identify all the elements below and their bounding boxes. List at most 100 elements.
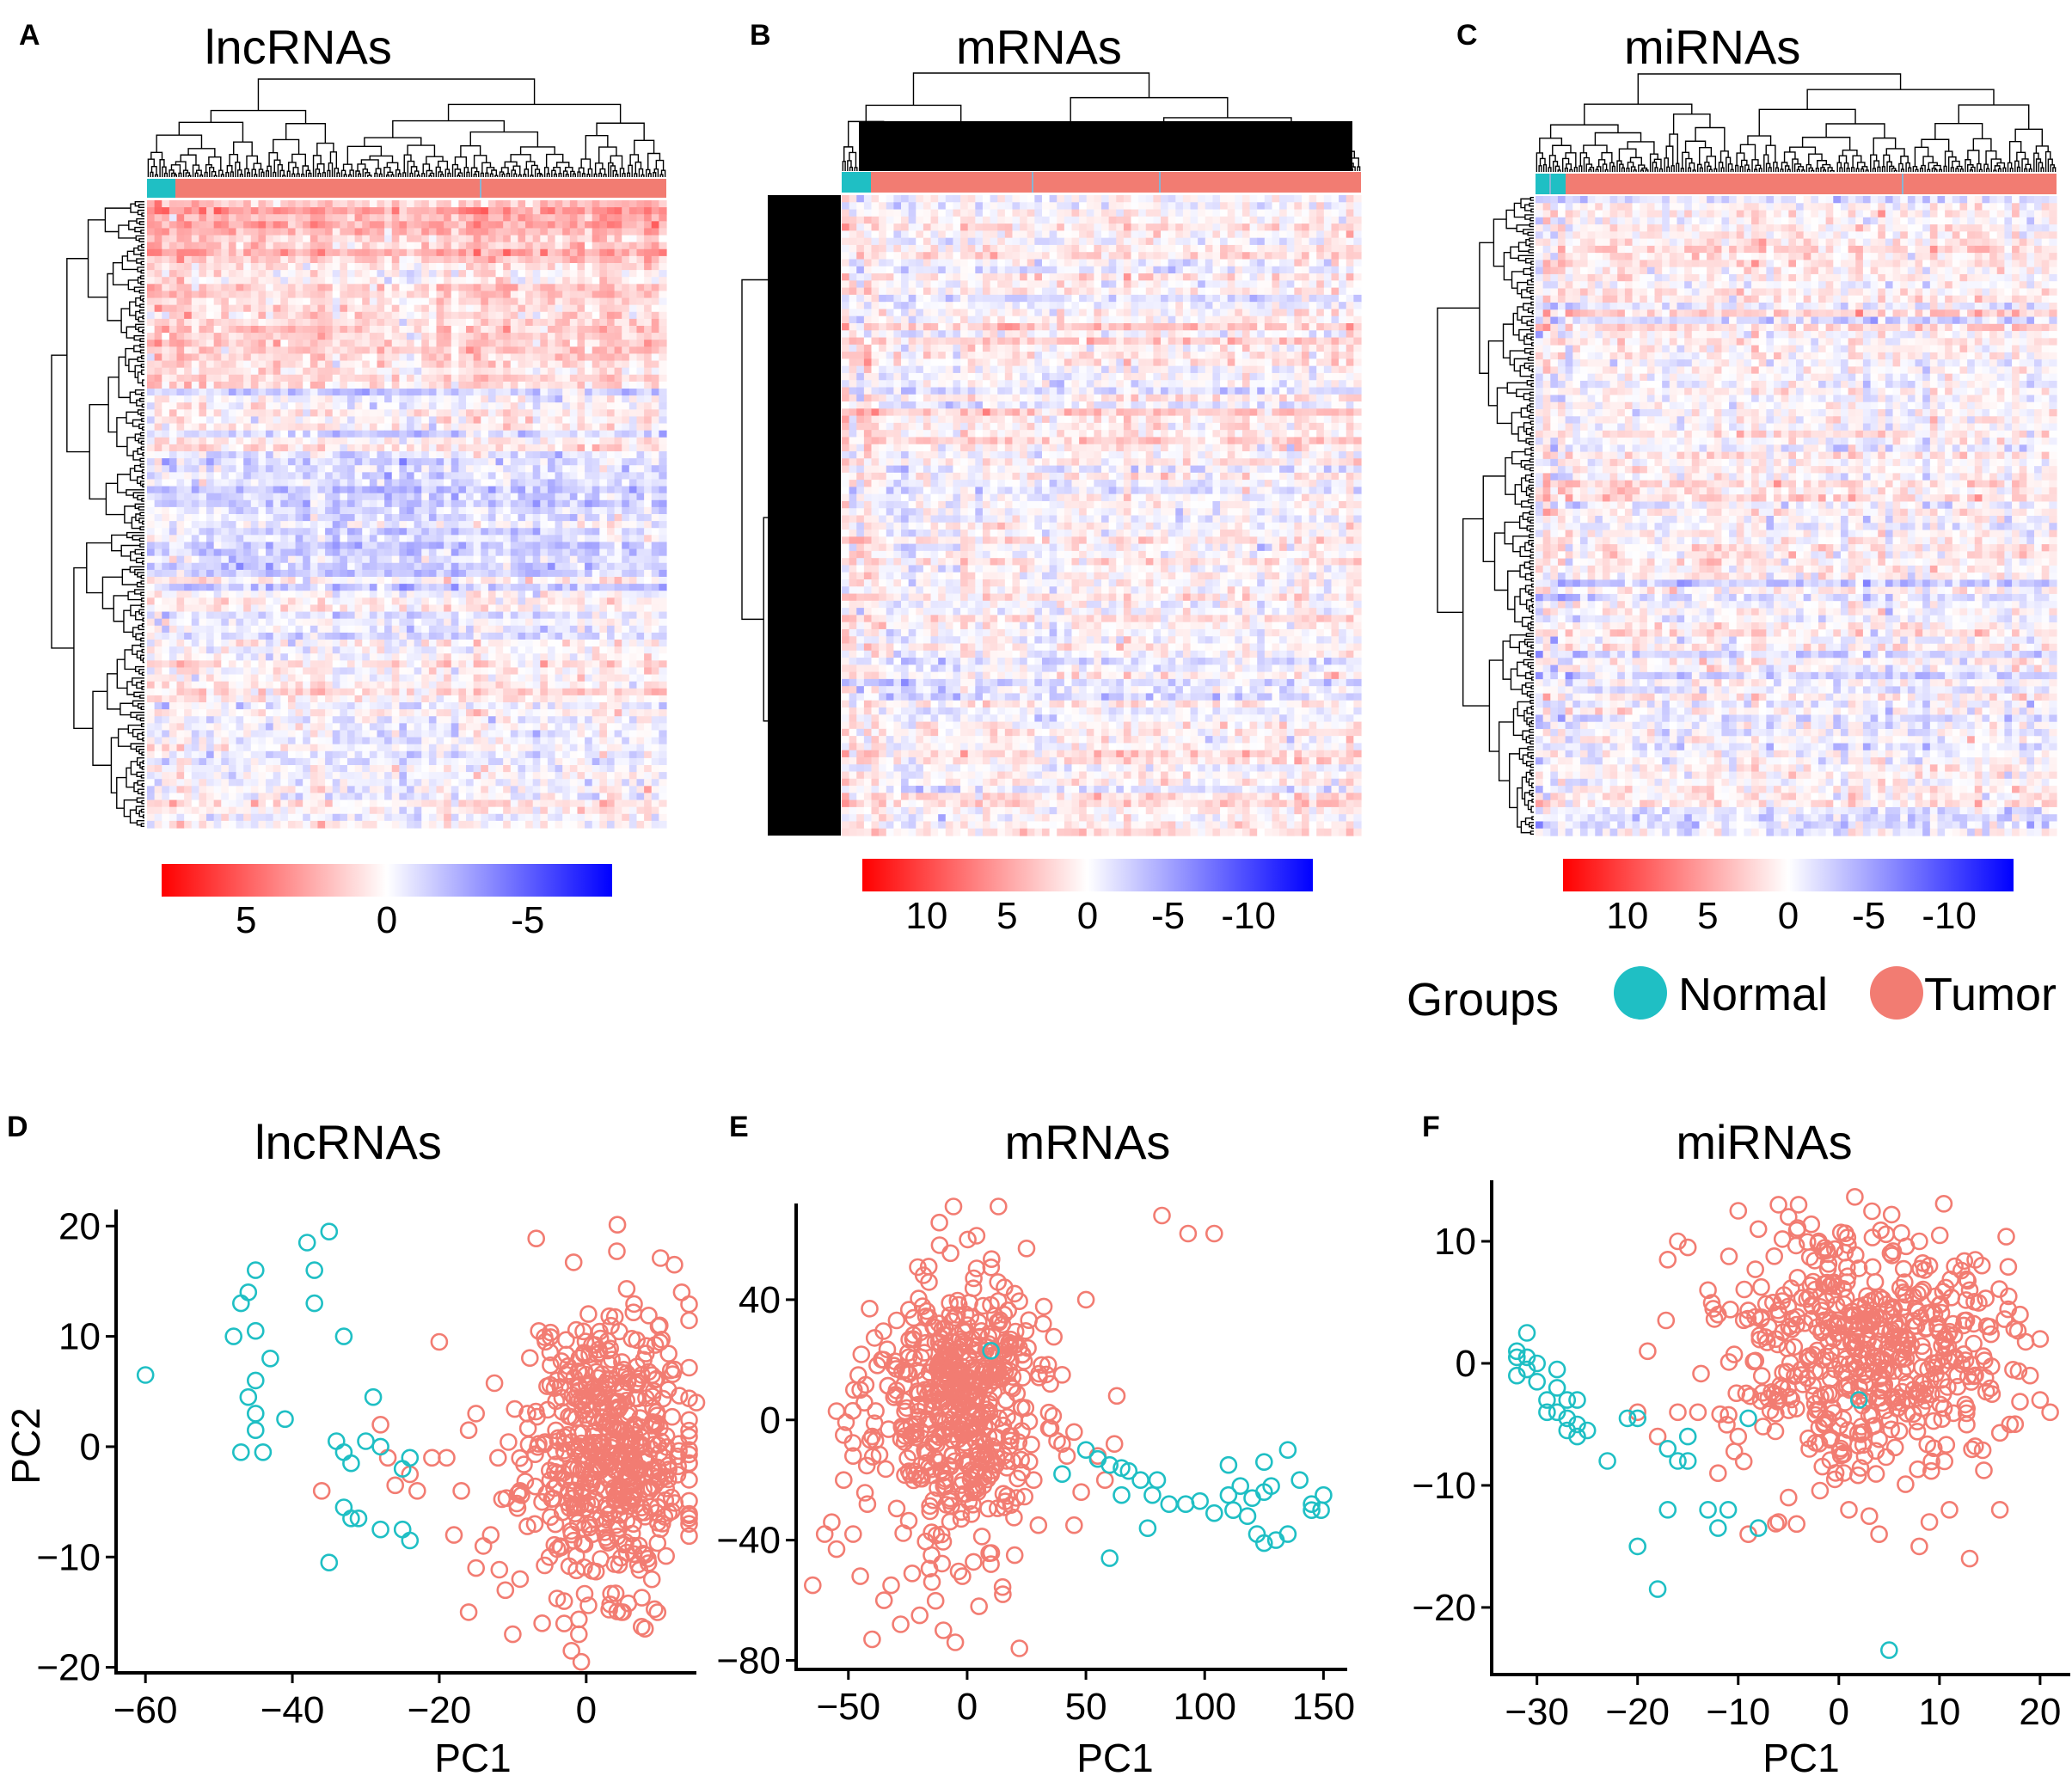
heatmap-cell [273,340,281,347]
heatmap-cell [310,263,318,271]
heatmap-cell [347,298,355,306]
heatmap-cell [199,277,206,285]
heatmap-cell [355,353,363,361]
heatmap-cell [399,236,407,243]
heatmap-cell [296,236,303,243]
heatmap-cell [488,305,496,313]
heatmap-cell [169,368,177,376]
heatmap-cell [243,256,251,264]
heatmap-cell [296,340,303,347]
heatmap-cell [177,228,185,236]
heatmap-cell [458,353,466,361]
heatmap-cell [577,389,585,396]
dendrogram-branch [287,171,290,177]
heatmap-cell [310,305,318,313]
dendrogram-branch [142,672,144,675]
heatmap-cell [437,305,444,313]
heatmap-cell [429,395,437,403]
heatmap-cell [221,333,229,340]
heatmap-cell [296,263,303,271]
heatmap-cell [392,319,400,327]
heatmap-cell [310,298,318,306]
heatmap-cell [570,270,578,278]
heatmap-cell [622,228,629,236]
heatmap-cell [206,277,214,285]
heatmap-cell [243,277,251,285]
dendrogram-branch [641,175,644,177]
heatmap-cell [317,207,325,215]
heatmap-cell [421,395,429,403]
heatmap-cell [585,326,592,334]
heatmap-cell [199,312,206,320]
heatmap-cell [229,256,236,264]
heatmap-cell [555,305,563,313]
heatmap-cell [251,382,259,389]
heatmap-cell [599,346,607,354]
heatmap-cell [184,249,192,257]
heatmap-cell [503,256,511,264]
heatmap-cell [236,368,244,376]
dendrogram-branch [557,162,569,168]
heatmap-cell [236,305,244,313]
dendrogram-branch [113,596,128,622]
heatmap-cell [607,298,615,306]
heatmap-cell [444,236,451,243]
dendrogram-branch [368,175,371,177]
heatmap-cell [184,214,192,222]
heatmap-cell [147,382,155,389]
heatmap-cell [147,353,155,361]
heatmap-cell [280,228,288,236]
heatmap-cell [421,353,429,361]
heatmap-cell [525,312,533,320]
heatmap-cell [340,382,347,389]
heatmap-cell [377,333,384,340]
heatmap-cell [540,305,548,313]
dendrogram-branch [137,798,144,802]
heatmap-cell [251,249,259,257]
heatmap-cell [533,395,541,403]
dendrogram-branch [143,738,144,740]
heatmap-cell [355,291,363,298]
heatmap-cell [340,298,347,306]
dendrogram-branch [139,291,144,293]
heatmap-cell [458,312,466,320]
heatmap-cell [540,319,548,327]
heatmap-cell [199,228,206,236]
heatmap-cell [162,242,169,250]
dendrogram-branch [125,650,136,670]
heatmap-cell [303,242,310,250]
heatmap-cell [437,228,444,236]
heatmap-cell [347,221,355,229]
heatmap-cell [199,395,206,403]
heatmap-cell [481,228,488,236]
heatmap-cell [629,249,637,257]
heatmap-cell [347,389,355,396]
heatmap-cell [340,228,347,236]
heatmap-cell [540,389,548,396]
heatmap-cell [258,375,266,383]
heatmap-cell [652,236,659,243]
heatmap-cell [407,326,414,334]
heatmap-cell [177,375,185,383]
heatmap-cell [192,284,199,291]
heatmap-cell [451,221,459,229]
dendrogram-branch [594,174,597,177]
heatmap-cell [177,207,185,215]
heatmap-cell [392,382,400,389]
heatmap-cell [481,319,488,327]
heatmap-cell [296,256,303,264]
heatmap-cell [481,333,488,340]
heatmap-cell [288,214,296,222]
heatmap-cell [266,340,273,347]
heatmap-cell [333,291,340,298]
heatmap-cell [384,312,392,320]
heatmap-cell [421,312,429,320]
heatmap-cell [496,312,504,320]
heatmap-cell [407,291,414,298]
heatmap-cell [429,305,437,313]
dendrogram-branch [142,404,144,407]
heatmap-cell [169,284,177,291]
heatmap-cell [310,353,318,361]
heatmap-cell [384,382,392,389]
heatmap-cell [214,277,222,285]
